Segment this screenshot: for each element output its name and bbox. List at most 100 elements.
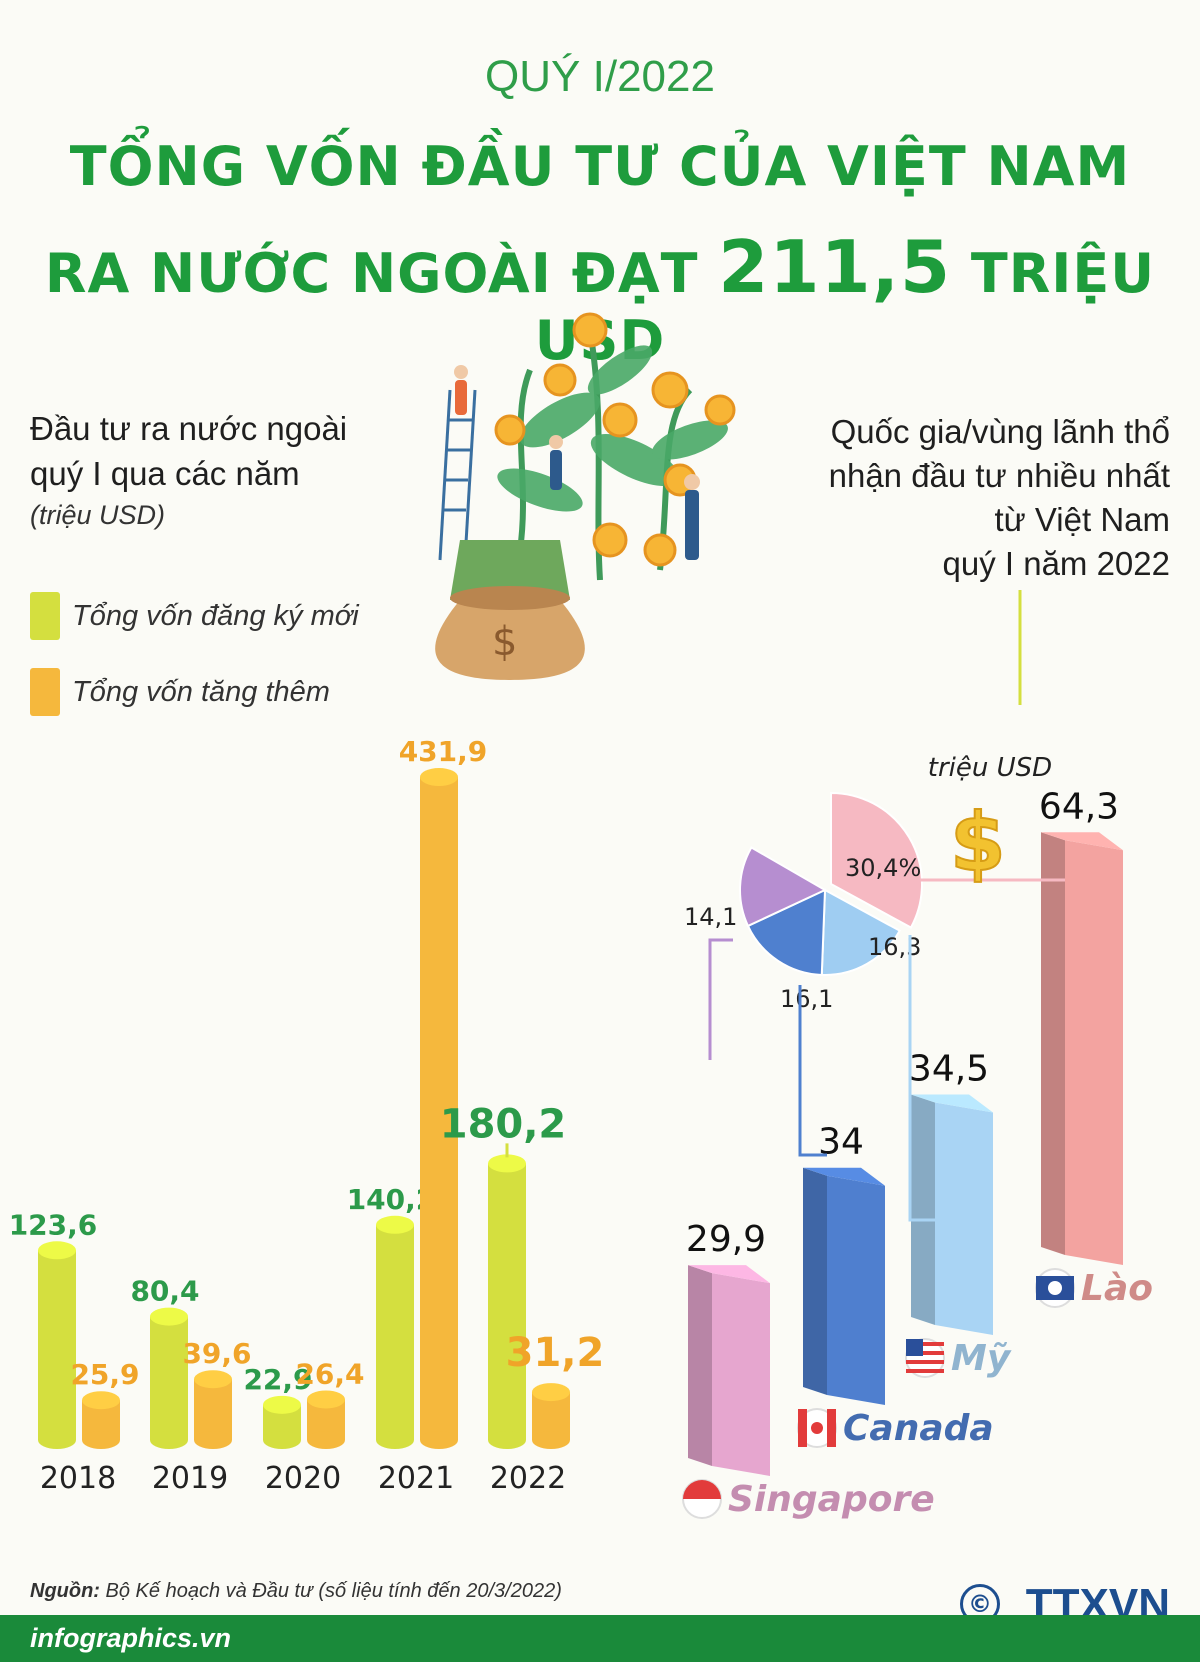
bar-added-2021	[420, 768, 458, 1449]
usa-flag-icon	[905, 1338, 945, 1378]
bar-value-label-added-2020: 26,4	[295, 1357, 364, 1390]
bar-new-2022	[488, 1154, 526, 1449]
pie-slice-Canada	[746, 888, 827, 976]
bar-value-label-added-2022: 31,2	[506, 1330, 605, 1376]
country-bar-Lào	[1041, 832, 1123, 1265]
left-unit: (triệu USD)	[30, 500, 166, 530]
bar-bottom	[38, 1431, 76, 1449]
pie-connector-Canada	[798, 985, 827, 1157]
country-bar-Canada	[803, 1167, 885, 1405]
laos-flag-icon	[1035, 1268, 1075, 1308]
svg-text:$: $	[950, 796, 1006, 889]
bar-value-label-new-2020: 22,9	[243, 1363, 312, 1396]
pie-label-Mỹ: 16,3	[868, 933, 921, 961]
investment-illustration: $	[435, 312, 736, 680]
bar-top	[38, 1241, 76, 1260]
source-text: Bộ Kế hoạch và Đầu tư (số liệu tính đến …	[99, 1580, 562, 1602]
country-bar-Singapore	[688, 1265, 770, 1476]
bar-value-label-new-2019: 80,4	[130, 1275, 199, 1308]
bar-bottom	[420, 1431, 458, 1449]
bar-side	[688, 1265, 712, 1466]
bar-top	[488, 1154, 526, 1173]
bar-new-2019	[150, 1307, 188, 1449]
bar-value-label-added-2019: 39,6	[182, 1337, 251, 1370]
bar-top	[376, 1215, 414, 1234]
svg-text:$: $	[492, 619, 517, 665]
source-note: Nguồn: Bộ Kế hoạch và Đầu tư (số liệu tí…	[30, 1580, 562, 1603]
coins-icon	[494, 312, 736, 567]
bar-side	[803, 1167, 827, 1395]
bar-value-label-added-2021: 431,9	[399, 735, 488, 768]
bar-bottom	[376, 1431, 414, 1449]
bar-body	[420, 777, 458, 1440]
x-tick-label-2019: 2019	[152, 1461, 228, 1496]
pie-slice-Singapore	[739, 846, 828, 928]
country-name-Lào: Lào	[1081, 1268, 1153, 1309]
title-line-2-prefix: RA NƯỚC NGOÀI ĐẠT	[44, 242, 699, 305]
bar-bottom	[150, 1431, 188, 1449]
bar-side	[911, 1094, 935, 1325]
pie-connector-My	[908, 935, 935, 1222]
bar-top	[263, 1395, 301, 1414]
bar-top	[688, 1265, 770, 1284]
money-bag-icon: $	[435, 540, 585, 680]
kicker-text: QUÝ I/2022	[485, 52, 715, 101]
title-total-value: 211,5	[718, 225, 952, 309]
source-label: Nguồn:	[30, 1580, 100, 1602]
bar-front	[712, 1273, 770, 1476]
bar-top	[803, 1167, 885, 1186]
bar-added-2020	[307, 1390, 345, 1449]
bar-side	[1041, 832, 1065, 1255]
bar-new-2018	[38, 1241, 76, 1449]
x-tick-label-2022: 2022	[490, 1461, 566, 1496]
bar-front	[1065, 840, 1123, 1265]
x-tick-label-2020: 2020	[265, 1461, 341, 1496]
bar-added-2022	[532, 1383, 570, 1449]
bar-bottom	[82, 1431, 120, 1449]
right-heading-line-4: quý I năm 2022	[942, 545, 1171, 582]
share-pie-chart	[739, 791, 923, 976]
right-heading-line-3: từ Việt Nam	[994, 501, 1170, 538]
bar-top	[1041, 832, 1123, 851]
country-value-label-Canada: 34	[818, 1122, 864, 1163]
country-bar-Mỹ	[911, 1094, 993, 1335]
x-tick-label-2018: 2018	[40, 1461, 116, 1496]
bar-added-2018	[82, 1391, 120, 1449]
pie-slice-Lào	[830, 791, 923, 929]
bar-top	[307, 1390, 345, 1409]
dollar-sign-icon: $	[949, 795, 1007, 890]
bar-value-label-new-2018: 123,6	[9, 1208, 98, 1241]
site-link[interactable]: infographics.vn	[30, 1623, 232, 1653]
title-line-2: RA NƯỚC NGOÀI ĐẠT 211,5 TRIỆU USD	[0, 225, 1200, 372]
top-unit-label: triệu USD	[928, 753, 1052, 783]
bar-added-2019	[194, 1370, 232, 1449]
right-heading-line-1: Quốc gia/vùng lãnh thổ	[830, 413, 1170, 450]
pie-label-Lào: 30,4%	[845, 854, 921, 882]
bar-bottom	[194, 1431, 232, 1449]
pie-label-Singapore: 14,1	[684, 903, 737, 931]
bar-top	[194, 1370, 232, 1389]
bar-value-label-added-2018: 25,9	[70, 1358, 139, 1391]
bar-body	[38, 1250, 76, 1440]
legend-label-new: Tổng vốn đăng ký mới	[72, 600, 359, 632]
bar-body	[150, 1316, 188, 1440]
country-value-label-Mỹ: 34,5	[909, 1048, 989, 1089]
bar-top	[532, 1383, 570, 1402]
bar-body	[194, 1379, 232, 1440]
bar-bottom	[263, 1431, 301, 1449]
left-heading-line-2: quý I qua các năm	[30, 455, 300, 492]
pie-slice-Mỹ	[820, 888, 901, 976]
legend-label-added: Tổng vốn tăng thêm	[72, 676, 330, 708]
bar-bottom	[488, 1431, 526, 1449]
pie-label-Canada: 16,1	[780, 985, 833, 1013]
bar-new-2020	[263, 1395, 301, 1449]
leaves-icon	[497, 345, 728, 512]
country-value-label-Singapore: 29,9	[686, 1219, 766, 1260]
bar-body	[376, 1224, 414, 1440]
country-name-Canada: Canada	[843, 1408, 994, 1449]
x-tick-label-2021: 2021	[378, 1461, 454, 1496]
ladder-icon	[438, 389, 477, 561]
bar-bottom	[532, 1431, 570, 1449]
